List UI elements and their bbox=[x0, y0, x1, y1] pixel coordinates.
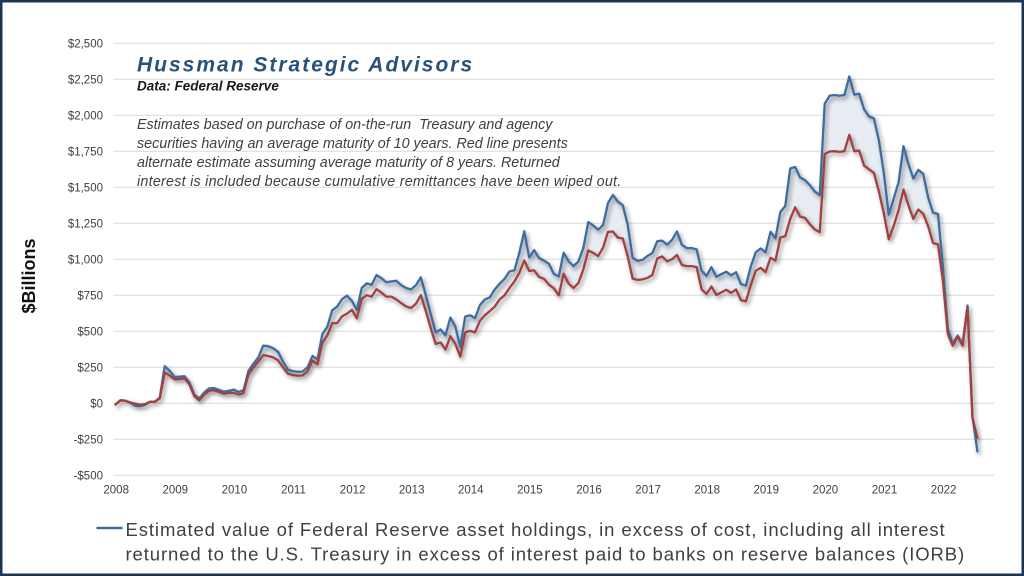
svg-text:$2,000: $2,000 bbox=[68, 110, 103, 122]
svg-text:$1,750: $1,750 bbox=[68, 146, 103, 158]
svg-text:returned to the U.S. Treasury: returned to the U.S. Treasury in excess … bbox=[126, 544, 966, 565]
svg-text:Hussman Strategic Advisors: Hussman Strategic Advisors bbox=[137, 54, 474, 77]
svg-text:$1,250: $1,250 bbox=[68, 218, 103, 230]
svg-text:Estimates based on purchase of: Estimates based on purchase of on-the-ru… bbox=[137, 117, 553, 133]
svg-text:securities having an average m: securities having an average maturity of… bbox=[137, 136, 568, 152]
svg-text:2018: 2018 bbox=[694, 485, 720, 497]
svg-text:2012: 2012 bbox=[340, 485, 366, 497]
svg-text:2008: 2008 bbox=[103, 485, 129, 497]
svg-text:$2,250: $2,250 bbox=[68, 74, 103, 86]
svg-text:Data: Federal Reserve: Data: Federal Reserve bbox=[137, 79, 279, 94]
svg-text:2009: 2009 bbox=[163, 485, 189, 497]
svg-text:2017: 2017 bbox=[635, 485, 661, 497]
svg-text:$0: $0 bbox=[90, 398, 103, 410]
svg-text:2011: 2011 bbox=[281, 485, 306, 497]
svg-text:2015: 2015 bbox=[517, 485, 543, 497]
svg-text:2022: 2022 bbox=[931, 485, 957, 497]
svg-text:$Billions: $Billions bbox=[19, 238, 39, 313]
svg-text:$750: $750 bbox=[77, 290, 103, 302]
svg-text:2014: 2014 bbox=[458, 485, 484, 497]
svg-text:alternate estimate assuming av: alternate estimate assuming average matu… bbox=[137, 155, 561, 171]
svg-text:2021: 2021 bbox=[872, 485, 898, 497]
svg-text:2019: 2019 bbox=[754, 485, 780, 497]
svg-text:2013: 2013 bbox=[399, 485, 425, 497]
svg-text:$1,500: $1,500 bbox=[68, 182, 103, 194]
svg-text:-$250: -$250 bbox=[74, 434, 103, 446]
svg-text:$1,000: $1,000 bbox=[68, 254, 103, 266]
svg-text:2020: 2020 bbox=[813, 485, 839, 497]
svg-text:Estimated value of Federal Res: Estimated value of Federal Reserve asset… bbox=[126, 519, 946, 540]
svg-text:interest is included because c: interest is included because cumulative … bbox=[137, 174, 622, 190]
svg-text:2016: 2016 bbox=[576, 485, 602, 497]
svg-text:2010: 2010 bbox=[222, 485, 248, 497]
svg-text:$2,500: $2,500 bbox=[68, 38, 103, 50]
svg-text:$250: $250 bbox=[77, 362, 103, 374]
svg-text:-$500: -$500 bbox=[74, 470, 103, 482]
svg-text:$500: $500 bbox=[77, 326, 103, 338]
